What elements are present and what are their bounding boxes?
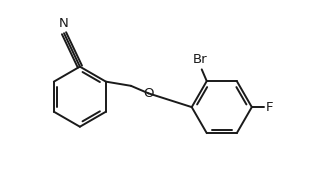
Text: O: O [143,87,154,100]
Text: Br: Br [192,53,207,66]
Text: N: N [59,17,69,30]
Text: F: F [266,101,273,114]
